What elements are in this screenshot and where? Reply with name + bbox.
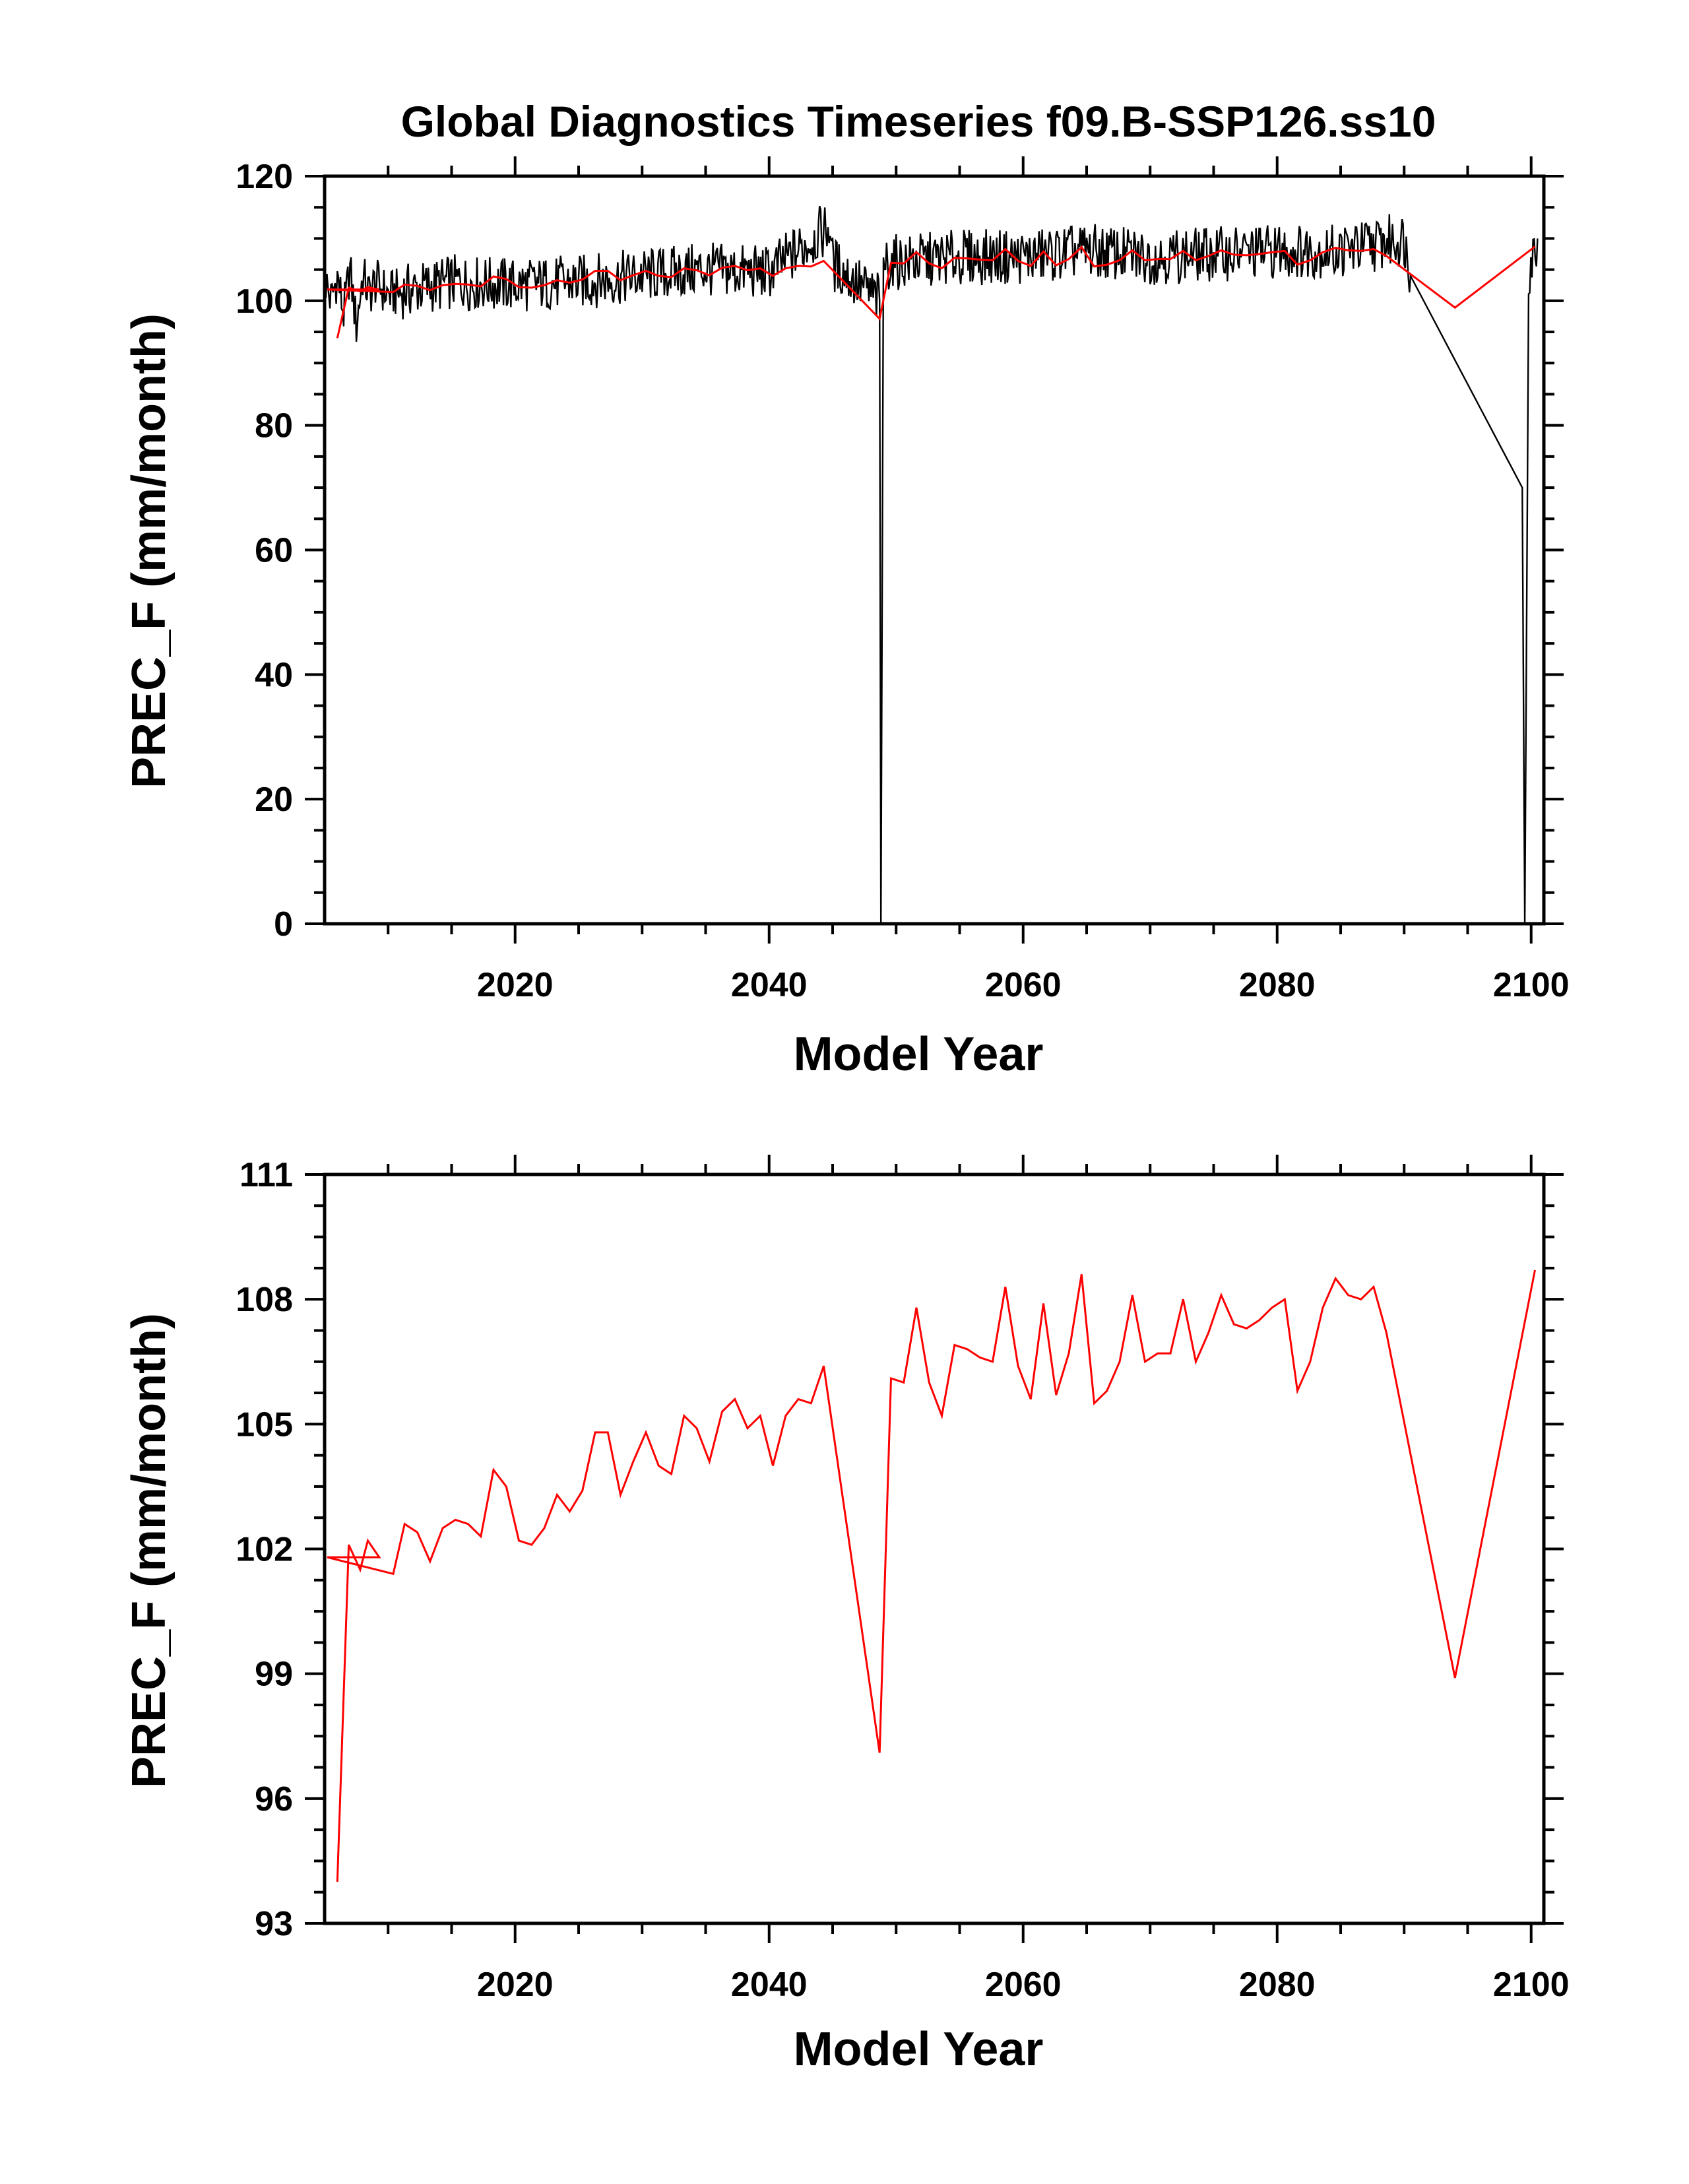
top-x-axis-label: Model Year xyxy=(794,1028,1044,1081)
bottom-x-axis-label: Model Year xyxy=(794,2023,1044,2076)
bottom-y-tick-label: 99 xyxy=(255,1655,293,1694)
bottom-y-tick-label: 108 xyxy=(236,1281,293,1319)
top-x-tick-labels: 2020 2040 2060 2080 2100 xyxy=(477,966,1570,1004)
bottom-x-tick-label: 2100 xyxy=(1493,1966,1570,2004)
top-y-tick-label: 80 xyxy=(255,407,293,445)
top-y-tick-label: 100 xyxy=(236,282,293,321)
bottom-plot-frame xyxy=(323,1172,1546,1925)
bottom-y-tick-labels: 93 96 99 102 105 108 111 xyxy=(236,1156,293,1943)
bottom-x-tick-label: 2060 xyxy=(985,1966,1062,2004)
bottom-x-tick-label: 2020 xyxy=(477,1966,554,2004)
top-series-annual-mean-line xyxy=(327,245,1536,338)
top-y-tick-label: 120 xyxy=(236,158,293,196)
top-x-tick-label: 2080 xyxy=(1239,966,1316,1004)
top-series xyxy=(325,205,1539,924)
bottom-x-tick-label: 2080 xyxy=(1239,1966,1316,2004)
top-series-monthly-line xyxy=(325,205,1539,924)
top-ticks xyxy=(305,156,1564,944)
top-plot-frame xyxy=(323,174,1546,926)
top-y-tick-label: 60 xyxy=(255,532,293,570)
top-x-tick-label: 2060 xyxy=(985,966,1062,1004)
top-y-tick-label: 20 xyxy=(255,781,293,819)
bottom-series xyxy=(327,1269,1536,1882)
bottom-ticks xyxy=(305,1155,1564,1943)
bottom-y-tick-label: 102 xyxy=(236,1531,293,1569)
top-x-tick-label: 2020 xyxy=(477,966,554,1004)
top-y-axis-label: PREC_F (mm/month) xyxy=(123,313,175,788)
top-x-tick-label: 2040 xyxy=(731,966,808,1004)
top-y-tick-labels: 0 20 40 60 80 100 120 xyxy=(236,158,293,944)
figure-title: Global Diagnostics Timeseries f09.B-SSP1… xyxy=(401,97,1436,146)
bottom-y-tick-label: 96 xyxy=(255,1780,293,1818)
top-y-tick-label: 40 xyxy=(255,656,293,694)
bottom-y-axis-label: PREC_F (mm/month) xyxy=(123,1313,175,1788)
top-x-tick-label: 2100 xyxy=(1493,966,1570,1004)
bottom-x-tick-label: 2040 xyxy=(731,1966,808,2004)
bottom-y-tick-label: 93 xyxy=(255,1905,293,1943)
bottom-series-annual-mean-line xyxy=(327,1269,1536,1882)
bottom-x-tick-labels: 2020 2040 2060 2080 2100 xyxy=(477,1966,1570,2004)
bottom-y-tick-label: 105 xyxy=(236,1405,293,1444)
top-y-tick-label: 0 xyxy=(274,905,293,944)
bottom-y-tick-label: 111 xyxy=(239,1156,293,1194)
